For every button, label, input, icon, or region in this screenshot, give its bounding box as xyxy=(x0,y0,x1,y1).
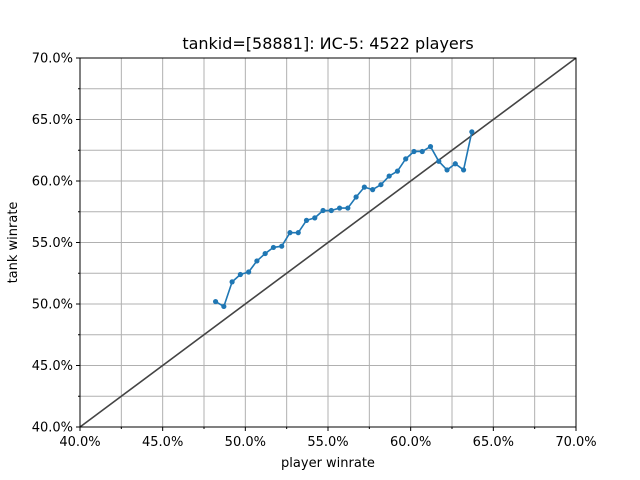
data-point xyxy=(279,243,285,249)
data-point xyxy=(312,215,318,221)
data-point xyxy=(336,205,343,211)
data-point xyxy=(320,207,326,214)
x-tick-label: 55.0% xyxy=(307,435,348,450)
x-tick-label: 40.0% xyxy=(59,435,100,450)
data-point xyxy=(370,187,376,193)
data-point xyxy=(427,143,434,150)
data-point xyxy=(444,167,450,173)
data-point xyxy=(394,168,401,174)
y-tick-label: 65.0% xyxy=(32,113,73,128)
data-point xyxy=(270,244,277,251)
data-point xyxy=(237,271,243,278)
x-tick-label: 60.0% xyxy=(390,435,431,450)
x-tick-label: 70.0% xyxy=(555,435,596,450)
y-tick-label: 45.0% xyxy=(32,359,73,374)
data-point xyxy=(419,148,425,155)
y-tick-label: 50.0% xyxy=(32,298,73,313)
x-tick-label: 45.0% xyxy=(142,435,183,450)
x-tick-label: 65.0% xyxy=(473,435,514,450)
y-axis-label: tank winrate xyxy=(6,202,21,284)
data-point xyxy=(221,303,227,310)
data-point xyxy=(303,217,310,223)
data-point xyxy=(378,182,384,188)
y-tick-label: 40.0% xyxy=(32,421,73,436)
data-point xyxy=(254,258,260,264)
y-tick-label: 55.0% xyxy=(32,236,73,251)
data-point xyxy=(295,230,301,236)
ticks: 40.0% 45.0% 50.0% 55.0% 60.0% 65.0% 70.0% 40.0%… xyxy=(32,52,597,451)
data-point xyxy=(262,250,268,257)
data-point xyxy=(386,173,392,179)
data-point xyxy=(436,158,442,164)
data-point xyxy=(246,269,252,275)
data-point xyxy=(460,167,467,173)
data-point xyxy=(403,156,409,162)
reference-diagonal-line xyxy=(79,57,577,428)
y-tick-label: 60.0% xyxy=(32,175,73,190)
series-layer xyxy=(79,57,577,428)
data-point xyxy=(345,205,351,211)
data-point xyxy=(353,194,359,200)
y-tick-label: 70.0% xyxy=(32,52,73,67)
data-point xyxy=(328,207,334,214)
data-point xyxy=(361,184,367,190)
x-axis-label: player winrate xyxy=(281,456,375,471)
data-point xyxy=(452,161,458,167)
data-point xyxy=(287,230,293,236)
data-point xyxy=(212,298,219,305)
chart-title: tankid=[58881]: ИС-5: 4522 players xyxy=(182,34,473,53)
x-tick-label: 50.0% xyxy=(225,435,266,450)
data-point xyxy=(469,129,475,135)
data-point xyxy=(229,279,235,285)
data-point xyxy=(411,148,417,155)
